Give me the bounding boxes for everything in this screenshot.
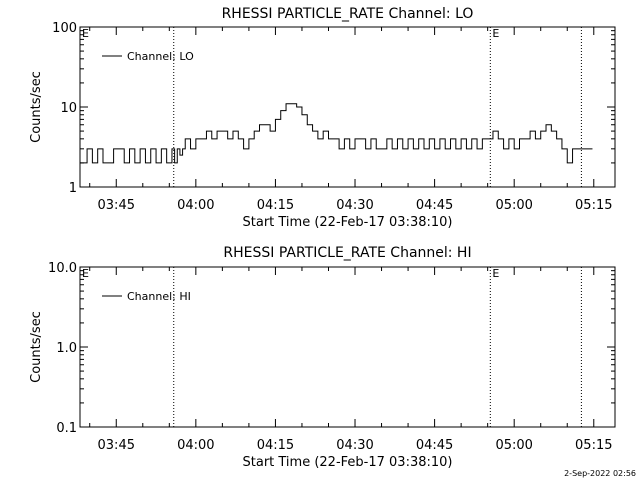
panel-2-y-tick-label: 1.0 bbox=[56, 341, 77, 356]
panel-1-series-line bbox=[80, 103, 593, 164]
panel-1-y-tick-label: 10 bbox=[60, 101, 77, 116]
panel-1-x-tick-label: 04:45 bbox=[416, 198, 453, 213]
panel-1-event-marker: E bbox=[492, 27, 499, 40]
panel-2-x-tick-label: 04:30 bbox=[336, 438, 373, 453]
panel-1-x-tick-label: 03:45 bbox=[98, 198, 135, 213]
panel-2-y-axis-label: Counts/sec bbox=[29, 311, 44, 383]
panel-2-x-tick-label: 04:15 bbox=[257, 438, 294, 453]
panel-2-event-marker: E bbox=[492, 267, 499, 280]
panel-2-x-axis-label: Start Time (22-Feb-17 03:38:10) bbox=[243, 455, 453, 470]
panel-1-y-tick-label: 1 bbox=[69, 181, 77, 196]
panel-2-legend-label: Channel: HI bbox=[127, 290, 191, 303]
panel-1-y-tick-label: 100 bbox=[52, 21, 77, 36]
footer-date: 2-Sep-2022 02:56 bbox=[564, 469, 636, 478]
panel-1-event-marker: E bbox=[82, 27, 89, 40]
panel-2-x-tick-label: 03:45 bbox=[98, 438, 135, 453]
panel-1-x-tick-label: 05:15 bbox=[575, 198, 612, 213]
panel-1-x-tick-label: 04:15 bbox=[257, 198, 294, 213]
panel-1-x-tick-label: 04:30 bbox=[336, 198, 373, 213]
panel-1-legend-label: Channel: LO bbox=[127, 50, 194, 63]
panel-1-title: RHESSI PARTICLE_RATE Channel: LO bbox=[222, 6, 474, 22]
panel-2-x-tick-label: 05:15 bbox=[575, 438, 612, 453]
panel-1-y-axis-label: Counts/sec bbox=[29, 71, 44, 143]
panel-2-y-tick-label: 0.1 bbox=[56, 421, 77, 436]
panel-2-title: RHESSI PARTICLE_RATE Channel: HI bbox=[223, 245, 471, 261]
panel-2-event-marker: E bbox=[82, 267, 89, 280]
panel-1-x-axis-label: Start Time (22-Feb-17 03:38:10) bbox=[243, 215, 453, 230]
panel-2-x-tick-label: 04:45 bbox=[416, 438, 453, 453]
panel-1-x-tick-label: 05:00 bbox=[495, 198, 532, 213]
panel-2-y-tick-label: 10.0 bbox=[48, 261, 77, 276]
panel-2-x-tick-label: 05:00 bbox=[495, 438, 532, 453]
panel-2-x-tick-label: 04:00 bbox=[177, 438, 214, 453]
panel-1-x-tick-label: 04:00 bbox=[177, 198, 214, 213]
